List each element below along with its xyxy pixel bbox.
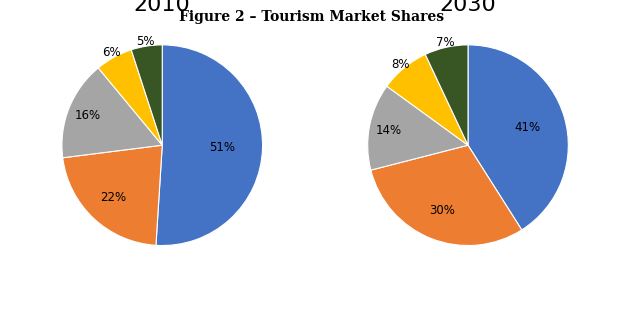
Wedge shape (468, 45, 568, 230)
Wedge shape (156, 45, 263, 246)
Title: 2010: 2010 (134, 0, 190, 16)
Title: 2030: 2030 (440, 0, 496, 16)
Text: 7%: 7% (436, 36, 454, 49)
Text: 16%: 16% (74, 109, 100, 122)
Wedge shape (387, 54, 468, 145)
Wedge shape (371, 145, 522, 246)
Text: 6%: 6% (102, 47, 121, 59)
Text: 41%: 41% (515, 121, 541, 134)
Text: 8%: 8% (392, 57, 410, 71)
Wedge shape (426, 45, 468, 145)
Text: 14%: 14% (376, 124, 402, 137)
Wedge shape (99, 50, 162, 145)
Wedge shape (62, 145, 162, 245)
Wedge shape (62, 68, 162, 158)
Text: 22%: 22% (100, 191, 126, 204)
Text: Figure 2 – Tourism Market Shares: Figure 2 – Tourism Market Shares (180, 10, 444, 24)
Text: 51%: 51% (210, 141, 235, 153)
Wedge shape (368, 86, 468, 170)
Text: 30%: 30% (429, 204, 455, 217)
Text: 5%: 5% (137, 35, 155, 48)
Wedge shape (131, 45, 162, 145)
